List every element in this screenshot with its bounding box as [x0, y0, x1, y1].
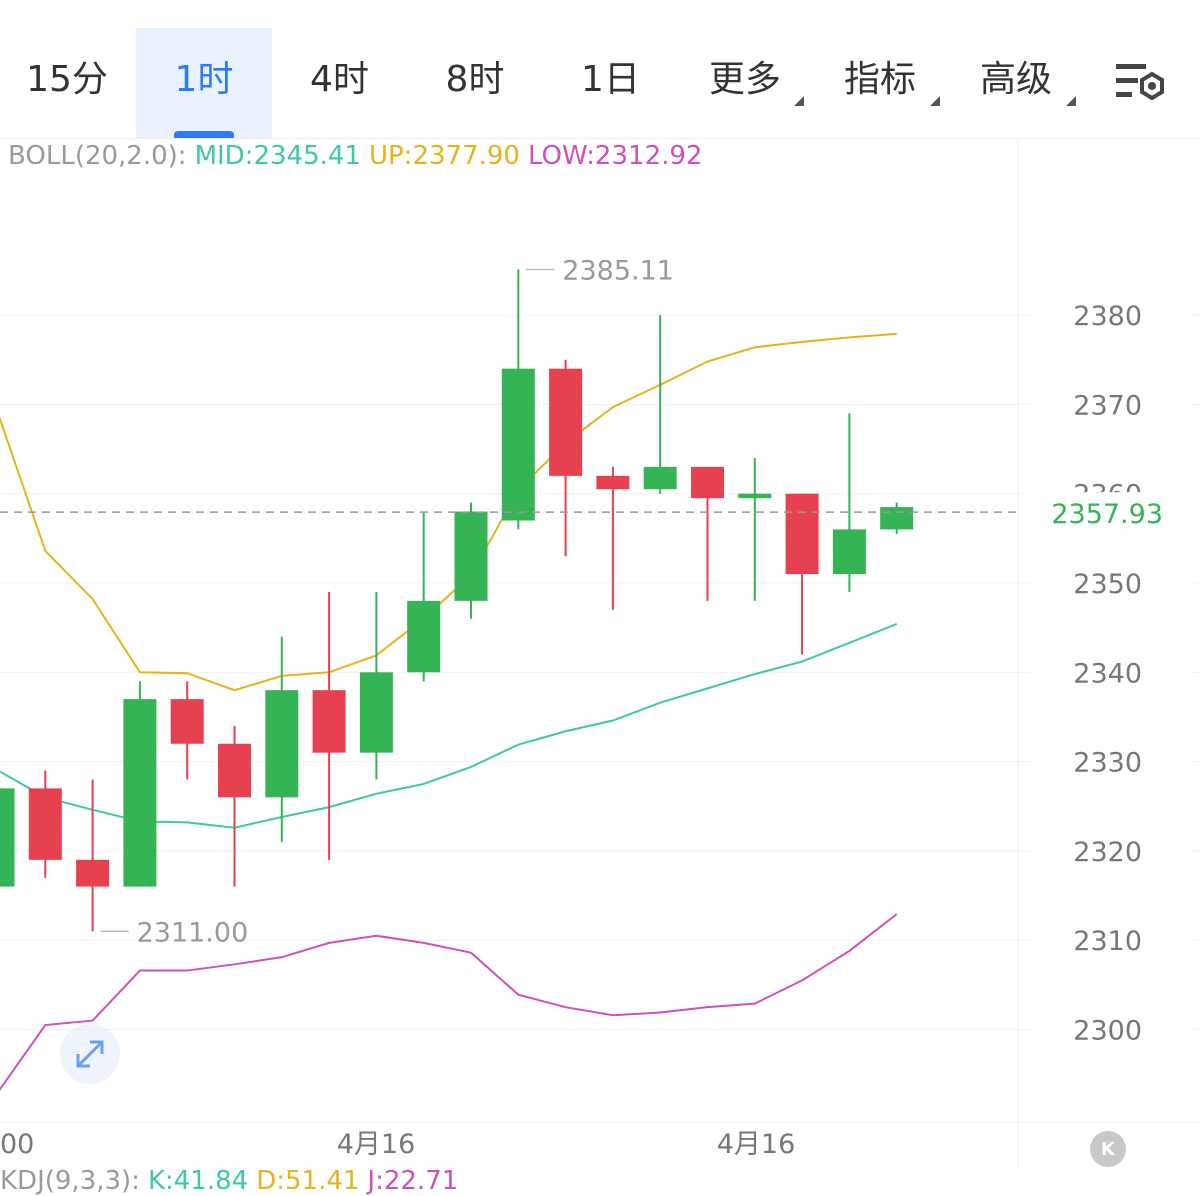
candle-up — [265, 636, 299, 842]
tab-1[interactable]: 1时 — [136, 28, 272, 138]
chart-settings-icon-graphic — [1116, 64, 1164, 101]
candle-up — [880, 502, 914, 534]
boll-up-value: UP:2377.90 — [368, 141, 520, 171]
candle-down — [691, 466, 724, 601]
candlestick-chart[interactable]: 2300231023202330234023502360237023802357… — [0, 140, 1200, 1166]
tab-label: 高级 — [979, 59, 1052, 100]
y-tick-label: 2300 — [1073, 1016, 1142, 1047]
candle-body — [643, 466, 677, 490]
candle-up — [738, 457, 772, 601]
candle-up — [643, 315, 677, 494]
tab-label: 指标 — [843, 59, 916, 100]
candle-body — [785, 493, 819, 575]
boll-mid-value: MID:2345.41 — [194, 141, 361, 171]
candle-body — [76, 859, 110, 887]
candle-body — [218, 743, 251, 798]
candle-down — [170, 681, 204, 780]
candle-up — [0, 788, 15, 887]
candle-up — [454, 502, 488, 619]
candle-up — [123, 681, 157, 887]
candle-body — [170, 699, 204, 744]
tab-label: 4时 — [310, 59, 369, 100]
candle-down — [596, 466, 630, 610]
x-tick-label: 4月16 — [337, 1129, 416, 1160]
kdj-k-value: K:41.84 — [147, 1166, 249, 1196]
candle-body — [312, 690, 346, 753]
tab-6[interactable]: 指标 — [812, 28, 948, 138]
candle-body — [265, 690, 299, 798]
boll-legend: BOLL(20,2.0): MID:2345.41 UP:2377.90 LOW:23… — [8, 141, 710, 171]
tab-0[interactable]: 15分 — [0, 28, 134, 138]
tab-3[interactable]: 8时 — [407, 28, 543, 138]
candle-down — [28, 770, 62, 878]
timeframe-tab-bar: 15分 1时 4时 8时 1日 更多 指标 高级 — [0, 0, 1200, 139]
tab-5[interactable]: 更多 — [678, 28, 812, 138]
candle-body — [0, 788, 15, 887]
y-tick-label: 2350 — [1073, 569, 1142, 600]
boll-low-line — [0, 913, 898, 1091]
chart-settings-icon[interactable] — [1114, 60, 1170, 108]
y-tick-label: 2340 — [1073, 658, 1142, 689]
tab-2[interactable]: 4时 — [272, 28, 407, 138]
dropdown-caret-icon — [930, 96, 940, 106]
kdj-d-value: D:51.41 — [256, 1166, 360, 1196]
active-tab-indicator — [174, 131, 234, 138]
candle-body — [359, 672, 393, 753]
kdj-j-value: J:22.71 — [367, 1166, 459, 1196]
current-price-label: 2357.93 — [1051, 499, 1163, 530]
candle-up — [359, 591, 393, 780]
y-tick-label: 2370 — [1073, 390, 1142, 421]
x-tick-label: 00 — [0, 1129, 34, 1160]
x-tick-label: 4月16 — [717, 1129, 796, 1160]
candle-down — [218, 725, 251, 887]
tab-4[interactable]: 1日 — [543, 28, 678, 138]
y-tick-label: 2330 — [1073, 748, 1142, 779]
candle-body — [28, 788, 62, 860]
candle-up — [832, 413, 866, 592]
candle-body — [880, 507, 914, 530]
low-marker-label: 2311.00 — [137, 917, 249, 948]
boll-low-value: LOW:2312.92 — [527, 141, 703, 171]
kdj-legend: KDJ(9,3,3): K:41.84 D:51.41 J:22.71 — [0, 1166, 466, 1196]
candle-body — [691, 466, 724, 499]
candle-body — [501, 368, 535, 521]
candle-down — [549, 359, 583, 557]
candle-body — [549, 368, 583, 476]
tab-label: 更多 — [708, 59, 781, 100]
candle-body — [454, 511, 488, 601]
dropdown-caret-icon — [1066, 96, 1076, 106]
candle-down — [312, 591, 346, 860]
dropdown-caret-icon — [794, 96, 804, 106]
k-line-icon-button[interactable]: K — [1090, 1131, 1126, 1167]
expand-icon — [76, 1040, 104, 1068]
boll-up-line — [0, 332, 897, 692]
tab-label: 8时 — [445, 59, 505, 100]
y-tick-label: 2380 — [1073, 301, 1142, 332]
candle-body — [832, 529, 866, 575]
kdj-label: KDJ(9,3,3): — [0, 1166, 140, 1196]
candle-body — [738, 493, 772, 499]
candle-up — [407, 511, 441, 682]
candle-body — [596, 475, 630, 490]
tab-label: 1时 — [174, 59, 234, 100]
y-tick-label: 2320 — [1073, 837, 1142, 868]
candle-down — [785, 493, 819, 655]
y-tick-label: 2310 — [1073, 926, 1142, 957]
boll-label: BOLL(20,2.0): — [8, 141, 187, 171]
tab-label: 1日 — [581, 59, 640, 100]
tab-label: 15分 — [26, 59, 108, 100]
candle-body — [407, 600, 441, 673]
candle-down — [76, 779, 110, 932]
high-marker-label: 2385.11 — [562, 255, 674, 286]
tab-7[interactable]: 高级 — [948, 28, 1084, 138]
candle-body — [123, 699, 157, 887]
candle-up — [501, 269, 535, 530]
current-price-label-bg — [1022, 492, 1198, 533]
expand-chart-button[interactable] — [60, 1024, 120, 1084]
k-line-icon: K — [1101, 1138, 1115, 1160]
